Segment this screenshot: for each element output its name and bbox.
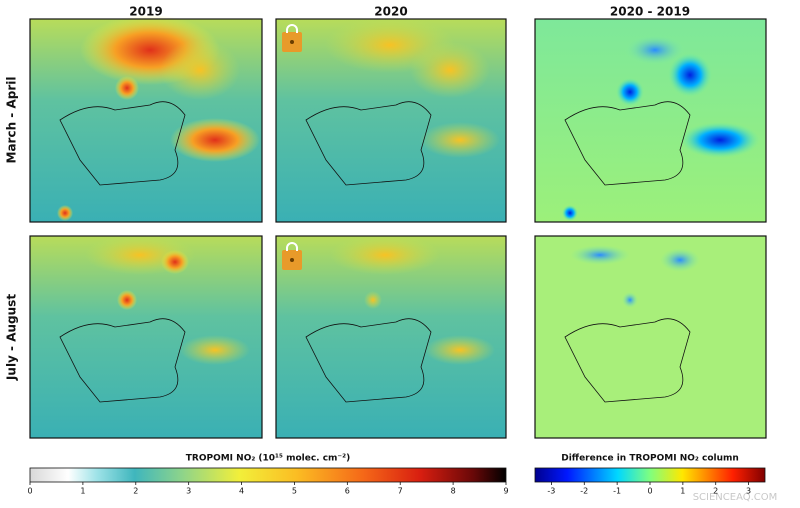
colorbar-tick-label: 9 xyxy=(503,487,508,496)
watermark: SCIENCEAQ.COM xyxy=(693,492,778,503)
colorbar-tick-label: -1 xyxy=(613,487,621,496)
map-panel xyxy=(534,18,767,223)
colorbar-tick-label: 0 xyxy=(27,487,32,496)
colorbar-tick-label: 0 xyxy=(647,487,652,496)
colorbar-tick-label: 1 xyxy=(680,487,685,496)
colorbar-tick-label: 8 xyxy=(451,487,456,496)
column-title: 2019 xyxy=(129,5,162,19)
map-panel xyxy=(275,17,507,223)
colorbar-tick-label: 3 xyxy=(746,487,751,496)
row-title: March - April xyxy=(5,77,19,164)
colorbar-tick-label: -2 xyxy=(580,487,588,496)
colorbar xyxy=(29,467,507,483)
colorbar-tick-label: 4 xyxy=(239,487,244,496)
map-panel xyxy=(275,235,507,439)
colorbar-tick-label: 2 xyxy=(713,487,718,496)
colorbar-tick-label: 5 xyxy=(292,487,297,496)
colorbar-tick-label: 3 xyxy=(186,487,191,496)
colorbar-title: TROPOMI NO₂ (10¹⁵ molec. cm⁻²) xyxy=(186,454,350,464)
colorbar-title: Difference in TROPOMI NO₂ column xyxy=(561,454,739,464)
map-panel xyxy=(29,235,263,439)
colorbar-tick-label: 7 xyxy=(398,487,403,496)
colorbar-tick-label: 6 xyxy=(345,487,350,496)
colorbar-tick-label: -3 xyxy=(547,487,555,496)
row-title: July - August xyxy=(5,294,19,381)
column-title: 2020 - 2019 xyxy=(610,5,690,19)
map-panel xyxy=(29,15,263,223)
column-title: 2020 xyxy=(374,5,407,19)
colorbar xyxy=(534,467,766,483)
colorbar-tick-label: 1 xyxy=(80,487,85,496)
map-panel xyxy=(534,235,767,439)
colorbar-tick-label: 2 xyxy=(133,487,138,496)
